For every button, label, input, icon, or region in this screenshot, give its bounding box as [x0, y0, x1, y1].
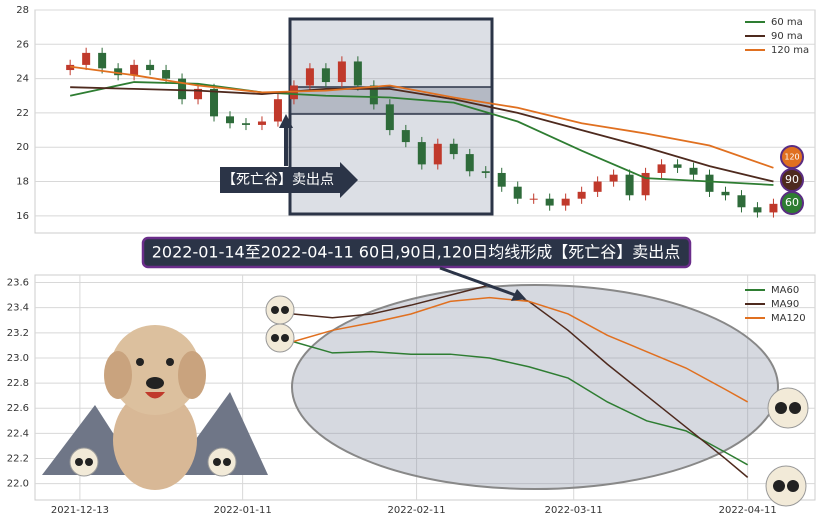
candle-body: [561, 198, 570, 206]
x-tick-label: 2022-02-11: [388, 505, 446, 516]
candle-body: [769, 203, 778, 213]
candle-body: [625, 174, 634, 196]
y-tick-label: 22: [16, 108, 29, 119]
candle-body: [114, 68, 123, 76]
candle-body: [210, 88, 219, 117]
candle-body: [641, 172, 650, 196]
candle-body: [321, 68, 330, 83]
candle-body: [449, 143, 458, 155]
candle-body: [497, 172, 506, 187]
y-tick-label: 23.4: [7, 303, 29, 314]
banner-arrow: [439, 266, 519, 298]
candle-body: [82, 52, 91, 65]
y-tick-label: 22.6: [7, 403, 29, 414]
candle-body: [609, 174, 618, 182]
candle-body: [401, 130, 410, 143]
candle-body: [337, 61, 346, 83]
candle-body: [178, 78, 187, 100]
end-badge-label: 60: [785, 196, 799, 209]
y-tick-label: 26: [16, 39, 29, 50]
end-badge: [780, 191, 804, 215]
candle-body: [305, 68, 314, 86]
end-badge-label: 120: [784, 153, 799, 162]
candle-body: [417, 142, 426, 165]
candle-body: [481, 171, 490, 173]
top-plot: [34, 9, 816, 234]
y-tick-label: 16: [16, 211, 29, 222]
candle-body: [513, 186, 522, 199]
ma-line: [292, 340, 749, 466]
candle-body: [226, 116, 234, 124]
x-tick-label: 2021-12-13: [51, 505, 109, 516]
ma-line: [292, 296, 749, 403]
skull-illustrations: [265, 295, 809, 507]
candle-body: [369, 85, 378, 105]
legend-label: 120 ma: [771, 45, 809, 56]
candle-body: [753, 207, 762, 213]
banner-arrow-head: [511, 289, 526, 301]
candle-body: [673, 164, 682, 168]
x-tick-label: 2022-03-11: [545, 505, 603, 516]
candle-body: [721, 191, 730, 196]
legend-label: MA60: [771, 285, 799, 296]
y-tick-label: 23.6: [7, 278, 29, 289]
y-tick-label: 23.0: [7, 353, 29, 364]
highlight-ellipse: [291, 284, 779, 490]
candle-body: [465, 154, 474, 172]
candle-body: [737, 195, 746, 208]
ma-line: [70, 65, 774, 169]
y-tick-label: 20: [16, 142, 29, 153]
y-tick-label: 22.4: [7, 428, 29, 439]
y-tick-label: 18: [16, 177, 29, 188]
legend-label: MA90: [771, 299, 799, 310]
banner-box: [141, 236, 692, 269]
candle-body: [385, 104, 394, 131]
end-badge-label: 90: [785, 173, 799, 186]
y-tick-label: 28: [16, 5, 29, 16]
dog-illustration: [42, 325, 268, 490]
y-tick-label: 22.0: [7, 479, 29, 490]
candle-body: [257, 121, 266, 125]
annotation-text: 【死亡谷】卖出点: [222, 172, 334, 188]
candle-body: [194, 88, 203, 100]
candle-body: [593, 181, 602, 192]
candle-body: [130, 64, 139, 76]
candle-body: [657, 164, 666, 173]
candle-body: [353, 61, 362, 86]
candle-body: [433, 143, 442, 165]
y-tick-label: 22.8: [7, 378, 29, 389]
annotation-box: [220, 162, 358, 198]
banner-text: 2022-01-14至2022-04-11 60日,90日,120日均线形成【死…: [152, 243, 681, 262]
legend-label: 90 ma: [771, 31, 803, 42]
candle-body: [705, 174, 714, 192]
ma-line: [70, 86, 774, 183]
candle-body: [241, 123, 250, 125]
candle-body: [273, 99, 282, 122]
x-tick-label: 2022-04-11: [719, 505, 777, 516]
legend-label: MA120: [771, 313, 806, 324]
candle-body: [545, 198, 554, 206]
candle-body: [577, 191, 586, 199]
mark-layer: [66, 47, 778, 478]
y-tick-label: 23.2: [7, 328, 29, 339]
candle-body: [529, 198, 538, 200]
legend-label: 60 ma: [771, 17, 803, 28]
candle-body: [162, 70, 171, 79]
candle-body: [689, 167, 698, 175]
x-tick-label: 2022-01-11: [214, 505, 272, 516]
candle-body: [98, 52, 107, 69]
arrow-head: [279, 114, 293, 128]
y-tick-label: 22.2: [7, 454, 29, 465]
candle-body: [146, 64, 155, 71]
y-tick-label: 24: [16, 74, 29, 85]
